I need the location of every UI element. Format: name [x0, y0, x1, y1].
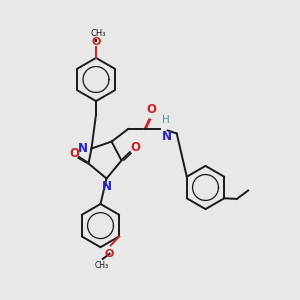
Text: H: H: [162, 116, 170, 125]
Text: N: N: [102, 180, 112, 193]
Text: CH₃: CH₃: [94, 261, 108, 270]
Text: O: O: [130, 141, 140, 154]
Text: O: O: [91, 38, 101, 47]
Text: CH₃: CH₃: [91, 29, 106, 38]
Text: N: N: [78, 142, 88, 155]
Text: O: O: [105, 249, 114, 259]
Text: N: N: [162, 130, 172, 142]
Text: O: O: [69, 146, 79, 160]
Text: O: O: [146, 103, 156, 116]
